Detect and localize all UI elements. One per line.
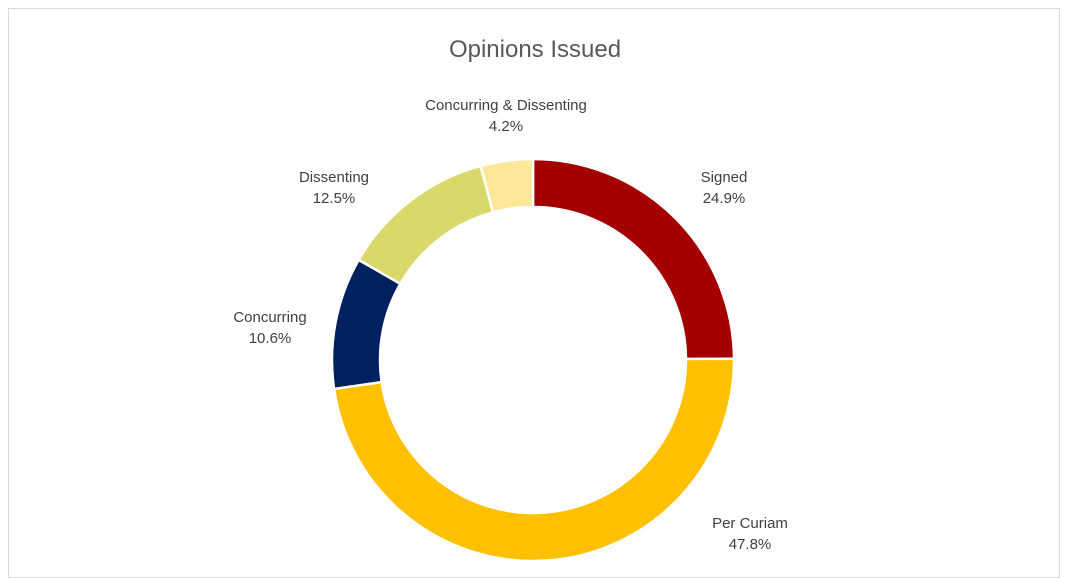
slice-per-curiam — [332, 357, 736, 563]
slice-value-label: 12.5% — [313, 190, 356, 207]
slice-value-label: 10.6% — [249, 330, 292, 347]
chart-title: Opinions Issued — [448, 36, 622, 63]
slice-value-label: 47.8% — [729, 536, 772, 553]
slice-value-label: 4.2% — [489, 118, 523, 135]
slice-label: Per Curiam — [712, 515, 788, 532]
slice-label: Dissenting — [299, 169, 369, 186]
slice-value-label: 24.9% — [703, 190, 746, 207]
slice-dissenting — [357, 164, 495, 286]
slice-concurring-dissenting — [479, 157, 535, 214]
slice-label: Signed — [701, 169, 748, 186]
slice-signed — [531, 157, 736, 361]
chart-area: Opinions Issued — [8, 8, 1060, 578]
slice-label: Concurring & Dissenting — [425, 97, 587, 114]
slice-label: Concurring — [233, 309, 306, 326]
